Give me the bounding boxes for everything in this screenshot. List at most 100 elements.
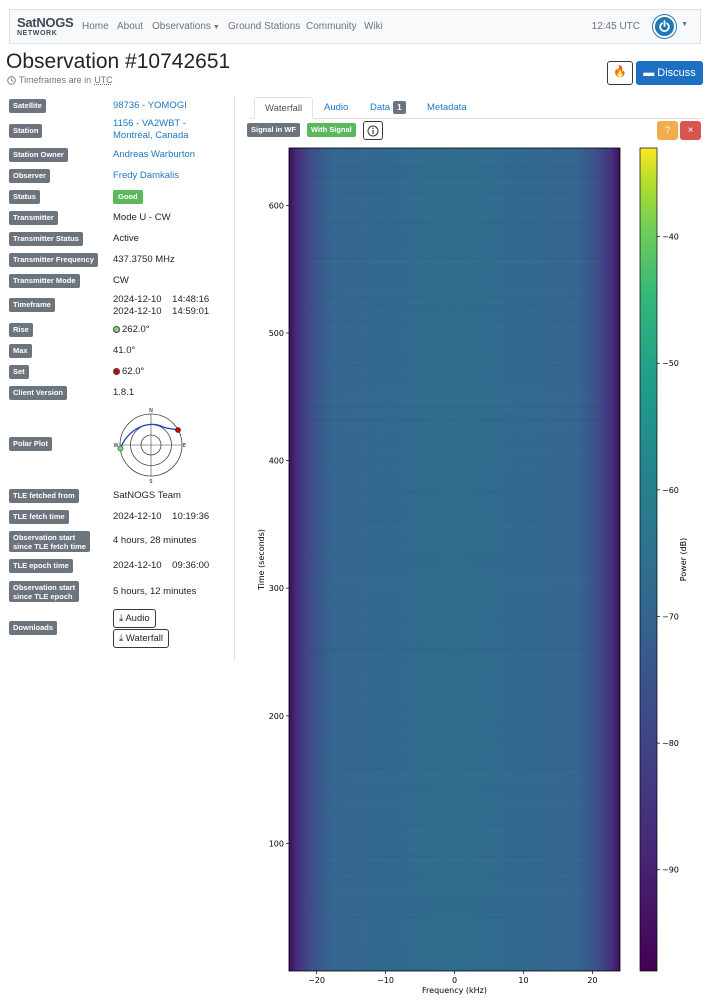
waterfall-noise-line	[307, 766, 602, 768]
waterfall-noise-line	[307, 588, 602, 590]
waterfall-noise-line	[307, 246, 602, 248]
waterfall-noise-line	[307, 840, 602, 842]
nav-about[interactable]: About	[117, 21, 144, 32]
colorbar-tick-label: −50	[662, 359, 679, 368]
colorbar-tick-label: −80	[662, 739, 679, 748]
waterfall-noise-line	[307, 860, 602, 862]
obs-since-fetch-value: 4 hours, 28 minutes	[113, 535, 197, 546]
download-audio-button[interactable]: ⤓ Audio	[113, 609, 156, 628]
waterfall-noise-line	[307, 856, 602, 858]
waterfall-noise-line	[307, 602, 602, 604]
x-tick-label: −20	[308, 976, 325, 985]
colorbar-label: Power (dB)	[679, 538, 688, 582]
tab-metadata[interactable]: Metadata	[427, 102, 467, 113]
user-menu-button[interactable]	[653, 15, 676, 38]
waterfall-noise-line	[307, 410, 602, 412]
set-value: 62.0°	[113, 366, 144, 378]
waterfall-noise-line	[307, 916, 602, 918]
y-tick-label: 100	[269, 839, 284, 848]
waterfall-noise-line	[307, 774, 602, 775]
label-obs-since-epoch: Observation start since TLE epoch	[9, 581, 80, 602]
waterfall-noise-line	[307, 522, 602, 524]
waterfall-noise-line	[307, 710, 602, 712]
tab-audio[interactable]: Audio	[324, 102, 349, 113]
set-marker	[175, 427, 181, 433]
observer-link[interactable]: Fredy Damkalis	[113, 170, 179, 181]
satnogs-logo[interactable]: SatNOGS NETWORK	[17, 15, 77, 41]
station-line2: Montréal, Canada	[113, 130, 189, 141]
signal-in-wf-badge[interactable]: Signal in WF	[247, 123, 300, 137]
waterfall-noise-line	[307, 524, 602, 526]
waterfall-noise-line	[307, 438, 602, 439]
timeframe-start: 2024-12-10 14:48:16	[113, 294, 209, 306]
label-observer: Observer	[9, 169, 50, 183]
waterfall-noise-line	[307, 880, 602, 882]
rise-value: 262.0°	[113, 324, 150, 336]
waterfall-noise-line	[307, 740, 602, 741]
waterfall-noise-line	[307, 572, 602, 574]
waterfall-noise-line	[307, 556, 602, 558]
label-client-version: Client Version	[9, 386, 68, 400]
polar-s: S	[149, 479, 152, 484]
waterfall-noise-line	[307, 364, 602, 365]
status-value: Good	[113, 190, 143, 204]
status-badge: Good	[113, 190, 143, 204]
label-station: Station	[9, 124, 43, 138]
waterfall-noise-line	[307, 380, 602, 382]
tab-data-label: Data	[370, 102, 391, 113]
waterfall-noise-line	[307, 396, 602, 398]
station-link[interactable]: 1156 - VA2WBT - Montréal, Canada	[113, 118, 189, 142]
waterfall-noise-line	[307, 290, 602, 292]
waterfall-noise-line	[307, 870, 602, 872]
y-axis-label: Time (seconds)	[257, 529, 266, 591]
waterfall-noise-line	[307, 358, 602, 360]
y-tick-label: 400	[269, 457, 284, 466]
satellite-link[interactable]: 98736 - YOMOGI	[113, 100, 187, 111]
waterfall-noise-line	[307, 792, 602, 793]
timeframe-unit: UTC	[94, 75, 113, 85]
waterfall-noise-line	[307, 896, 602, 898]
fire-button[interactable]: 🔥	[607, 61, 633, 85]
vet-bad-button[interactable]: ×	[680, 121, 701, 140]
waterfall-noise-line	[307, 814, 602, 816]
tab-data[interactable]: Data 1	[360, 97, 416, 119]
nav-community[interactable]: Community	[306, 21, 357, 32]
polar-plot: N S E W	[114, 408, 187, 484]
waterfall-noise-line	[307, 470, 602, 472]
info-button[interactable]	[363, 121, 383, 140]
y-tick-label: 600	[269, 201, 284, 210]
label-transmitter-frequency: Transmitter Frequency	[9, 253, 98, 267]
discuss-button[interactable]: ▬ Discuss	[636, 61, 703, 85]
waterfall-noise-line	[307, 420, 602, 422]
download-audio-label: Audio	[125, 613, 150, 624]
nav-home[interactable]: Home	[82, 21, 109, 32]
with-signal-badge[interactable]: With Signal	[307, 123, 356, 137]
logo-line1: SatNOGS	[17, 15, 74, 30]
vet-unknown-button[interactable]: ?	[657, 121, 678, 140]
tle-fetch-clock: 10:19:36	[172, 511, 210, 522]
x-tick-label: 10	[518, 976, 528, 985]
waterfall-noise-line	[307, 160, 602, 162]
waterfall-noise-line	[307, 806, 602, 808]
user-caret-icon[interactable]: ▼	[681, 21, 688, 28]
nav-wiki[interactable]: Wiki	[364, 21, 383, 32]
waterfall-noise-line	[307, 826, 602, 827]
waterfall-noise-line	[307, 964, 602, 966]
nav-ground-stations[interactable]: Ground Stations	[228, 21, 301, 32]
tabs-underline	[250, 118, 702, 119]
nav-observations[interactable]: Observations ▼	[152, 21, 220, 32]
waterfall-noise-line	[307, 812, 602, 813]
download-waterfall-button[interactable]: ⤓ Waterfall	[113, 629, 169, 648]
polar-n: N	[149, 408, 153, 414]
obs-since-epoch-value: 5 hours, 12 minutes	[113, 586, 197, 597]
waterfall-noise-line	[307, 818, 602, 819]
waterfall-noise-line	[307, 492, 602, 494]
owner-link[interactable]: Andreas Warburton	[113, 149, 196, 160]
waterfall-noise-line	[307, 254, 602, 255]
set-dot-icon	[113, 367, 120, 375]
label-obs-since-epoch-1: Observation start	[13, 583, 76, 592]
tab-waterfall[interactable]: Waterfall	[254, 97, 314, 119]
waterfall-noise-line	[307, 780, 602, 782]
waterfall-noise-line	[307, 824, 602, 826]
waterfall-noise-line	[307, 216, 602, 218]
